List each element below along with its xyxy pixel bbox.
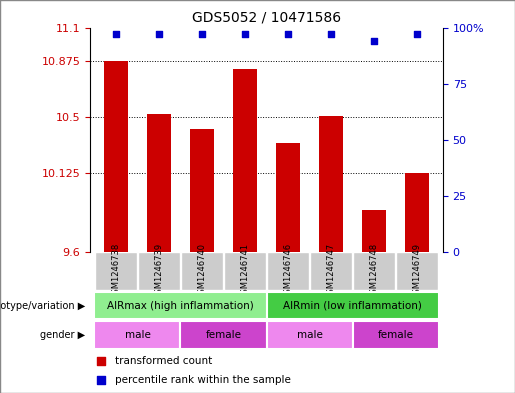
Text: AIRmin (low inflammation): AIRmin (low inflammation) (283, 301, 422, 310)
Text: GSM1246740: GSM1246740 (197, 243, 207, 299)
Text: GSM1246749: GSM1246749 (413, 243, 422, 299)
Point (112, 31, 120, 37)
Text: gender ▶: gender ▶ (40, 330, 85, 340)
Point (97, 377, 105, 384)
Bar (276, 143, 300, 252)
FancyBboxPatch shape (95, 252, 137, 290)
Point (97, 358, 105, 364)
Point (155, 31, 163, 37)
Bar (233, 69, 257, 252)
Text: transformed count: transformed count (115, 356, 212, 366)
Text: genotype/variation ▶: genotype/variation ▶ (0, 301, 85, 310)
Point (327, 31, 335, 37)
FancyBboxPatch shape (138, 252, 180, 290)
Point (284, 31, 292, 37)
Bar (147, 114, 171, 252)
Bar (104, 61, 128, 252)
Text: GSM1246746: GSM1246746 (284, 243, 293, 299)
Text: GSM1246747: GSM1246747 (327, 243, 336, 299)
Bar (319, 116, 343, 252)
FancyBboxPatch shape (396, 252, 438, 290)
FancyBboxPatch shape (224, 252, 266, 290)
Point (370, 38, 378, 44)
Bar (362, 210, 386, 252)
FancyBboxPatch shape (267, 252, 309, 290)
Bar (405, 173, 429, 252)
Text: AIRmax (high inflammation): AIRmax (high inflammation) (107, 301, 254, 310)
FancyBboxPatch shape (267, 321, 353, 349)
Text: GSM1246741: GSM1246741 (241, 243, 249, 299)
Title: GDS5052 / 10471586: GDS5052 / 10471586 (192, 11, 341, 25)
FancyBboxPatch shape (180, 321, 267, 349)
Text: GSM1246748: GSM1246748 (370, 243, 379, 299)
Bar (190, 129, 214, 252)
Text: GSM1246739: GSM1246739 (154, 243, 163, 299)
Point (241, 31, 249, 37)
FancyBboxPatch shape (310, 252, 352, 290)
FancyBboxPatch shape (94, 321, 180, 349)
FancyBboxPatch shape (353, 252, 395, 290)
Text: percentile rank within the sample: percentile rank within the sample (115, 375, 290, 386)
FancyBboxPatch shape (181, 252, 223, 290)
FancyBboxPatch shape (353, 321, 439, 349)
Text: female: female (205, 330, 242, 340)
Text: GSM1246738: GSM1246738 (111, 243, 121, 299)
Text: female: female (377, 330, 414, 340)
Point (198, 31, 206, 37)
Text: male: male (297, 330, 322, 340)
FancyBboxPatch shape (267, 292, 439, 320)
Text: male: male (125, 330, 150, 340)
FancyBboxPatch shape (94, 292, 267, 320)
Point (413, 31, 421, 37)
